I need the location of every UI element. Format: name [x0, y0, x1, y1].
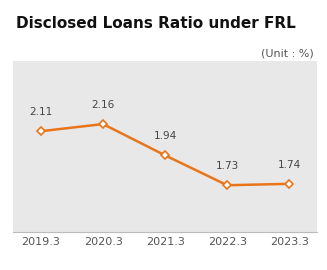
- Text: 2.11: 2.11: [29, 107, 53, 117]
- Text: (Unit : %): (Unit : %): [261, 49, 314, 59]
- Text: Disclosed Loans Ratio under FRL: Disclosed Loans Ratio under FRL: [16, 16, 296, 31]
- Text: 1.94: 1.94: [153, 131, 177, 141]
- Text: 2.16: 2.16: [92, 100, 115, 110]
- Text: 1.74: 1.74: [278, 160, 301, 170]
- Text: 1.73: 1.73: [215, 161, 239, 171]
